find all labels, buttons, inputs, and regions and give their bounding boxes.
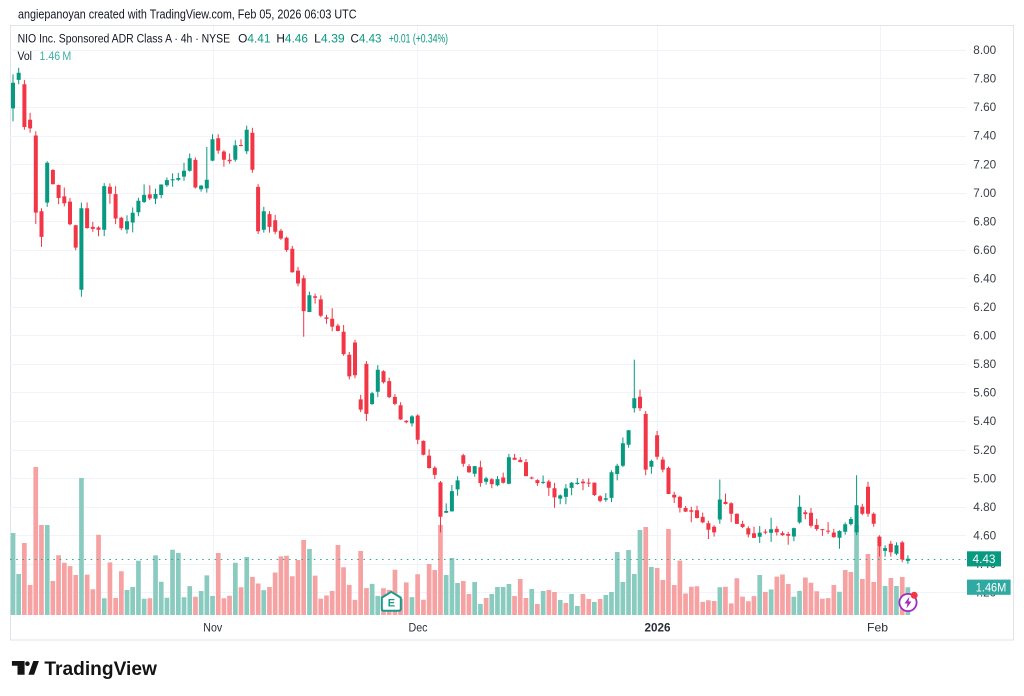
svg-text:1.46M: 1.46M [976, 581, 1007, 595]
svg-text:6.60: 6.60 [973, 243, 996, 257]
svg-text:C4.43: C4.43 [351, 34, 382, 46]
svg-text:5.60: 5.60 [973, 386, 996, 400]
svg-text:4.80: 4.80 [973, 500, 996, 514]
svg-text:Vol: Vol [18, 51, 33, 63]
svg-text:H4.46: H4.46 [276, 34, 308, 46]
svg-text:5.00: 5.00 [973, 471, 996, 485]
svg-text:7.60: 7.60 [973, 100, 996, 114]
svg-text:NIO Inc. Sponsored ADR Class A: NIO Inc. Sponsored ADR Class A · 4h · NY… [18, 34, 231, 46]
svg-text:7.80: 7.80 [973, 72, 996, 86]
svg-text:Nov: Nov [203, 621, 222, 635]
svg-text:Dec: Dec [409, 621, 428, 635]
svg-text:+0.01 (+0.34%): +0.01 (+0.34%) [389, 34, 448, 46]
svg-text:Feb: Feb [867, 621, 888, 635]
svg-text:6.40: 6.40 [973, 272, 996, 286]
svg-text:5.40: 5.40 [973, 414, 996, 428]
svg-text:4.43: 4.43 [973, 552, 996, 566]
svg-text:E: E [388, 598, 395, 610]
svg-text:6.00: 6.00 [973, 329, 996, 343]
svg-text:4.60: 4.60 [973, 528, 996, 542]
svg-text:7.40: 7.40 [973, 129, 996, 143]
svg-text:6.80: 6.80 [973, 214, 996, 228]
svg-text:2026: 2026 [645, 621, 671, 635]
svg-text:TradingView: TradingView [44, 659, 157, 680]
svg-text:O4.41: O4.41 [238, 34, 270, 46]
svg-text:1.46 M: 1.46 M [40, 51, 72, 63]
svg-text:angiepanoyan created with Trad: angiepanoyan created with TradingView.co… [18, 7, 357, 22]
svg-text:7.00: 7.00 [973, 186, 996, 200]
svg-text:5.20: 5.20 [973, 443, 996, 457]
svg-text:L4.39: L4.39 [314, 34, 345, 46]
svg-text:7.20: 7.20 [973, 157, 996, 171]
svg-text:5.80: 5.80 [973, 357, 996, 371]
svg-text:6.20: 6.20 [973, 300, 996, 314]
svg-text:8.00: 8.00 [973, 43, 996, 57]
